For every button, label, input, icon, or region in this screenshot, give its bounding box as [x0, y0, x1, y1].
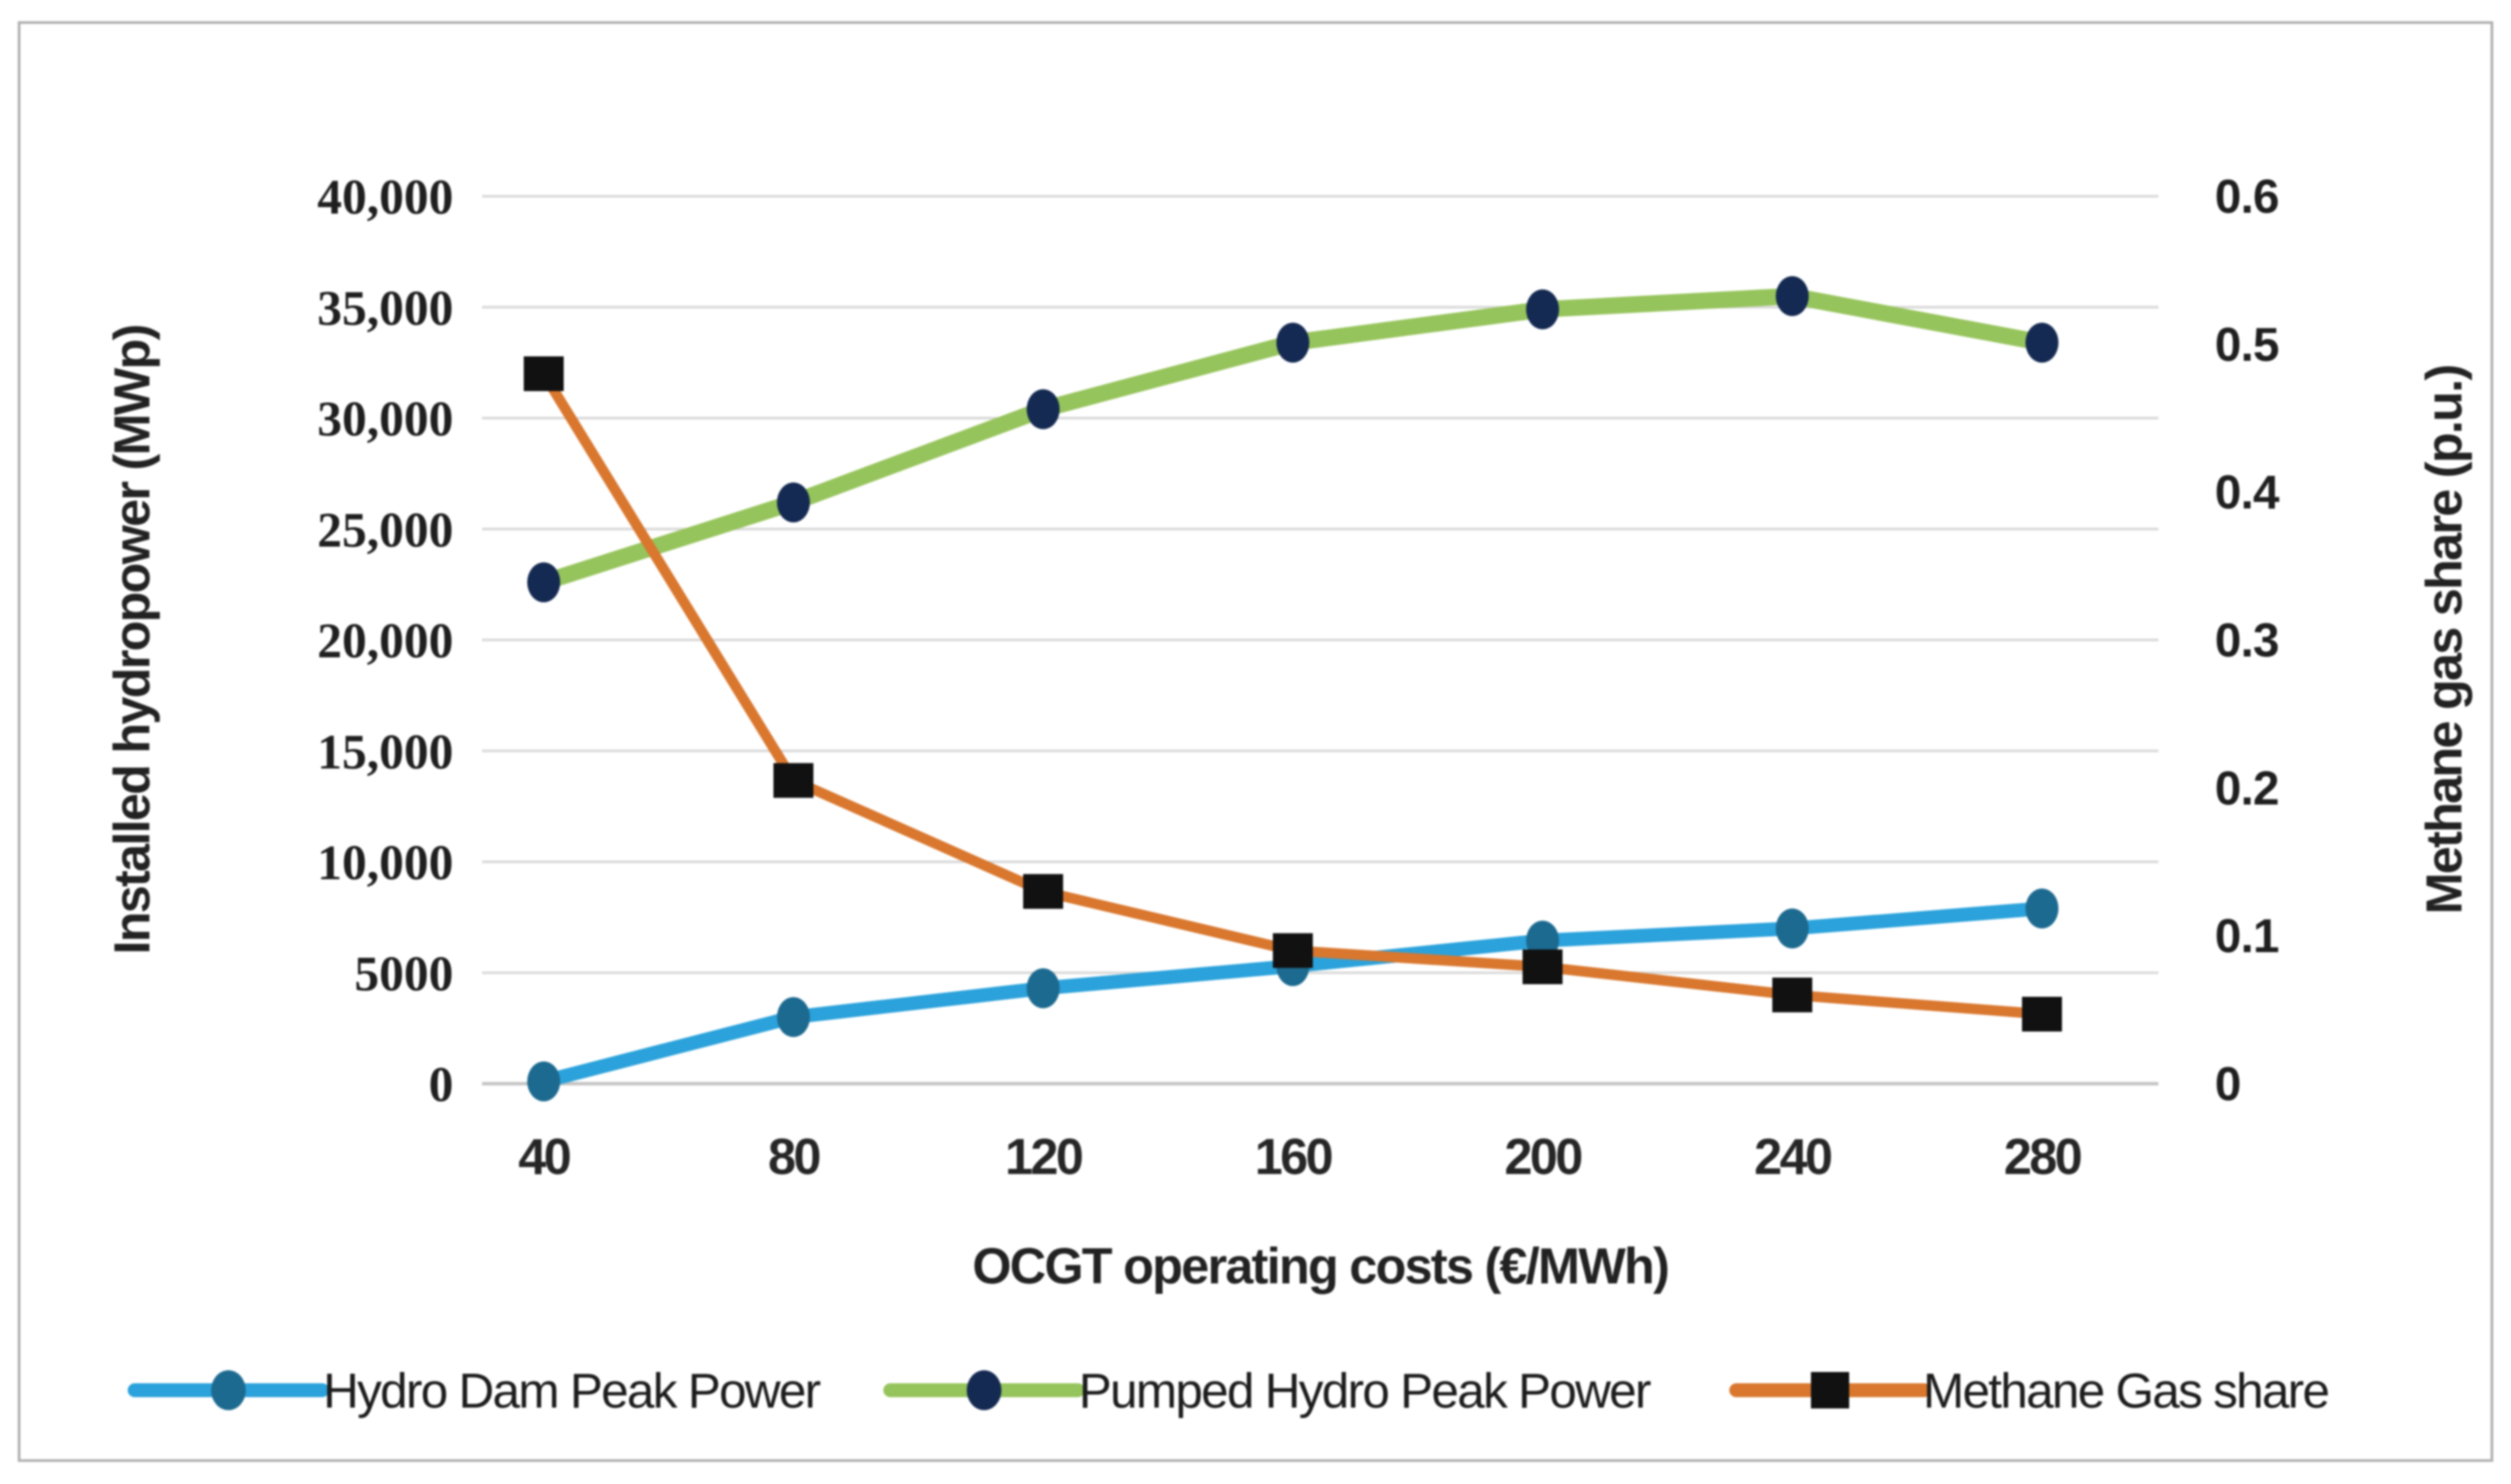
left-axis-tick-label: 10,000	[317, 836, 453, 891]
legend-item-label: Methane Gas share	[1923, 1363, 2329, 1419]
legend-item-hydro-dam-peak-power: Hydro Dam Peak Power	[128, 1363, 823, 1419]
x-axis-tick-label: 80	[768, 1129, 819, 1185]
legend-item-label: Hydro Dam Peak Power	[323, 1363, 821, 1419]
legend: Hydro Dam Peak Power Pumped Hydro Peak Po…	[128, 1363, 2330, 1419]
series-marker-hydro-dam-peak-power	[1775, 908, 1809, 949]
x-axis-tick-label: 160	[1255, 1129, 1332, 1185]
series-marker-methane-gas-share	[1272, 933, 1313, 968]
left-axis-tick-label: 35,000	[317, 281, 453, 336]
series-marker-methane-gas-share	[2022, 996, 2062, 1032]
x-axis-tick-label: 120	[1005, 1129, 1082, 1185]
series-marker-methane-gas-share	[1772, 977, 1813, 1012]
right-axis-tick-label: 0.2	[2215, 761, 2278, 815]
legend-swatch-square-marker	[1811, 1372, 1849, 1408]
right-axis-tick-label: 0.5	[2215, 317, 2279, 371]
series-marker-hydro-dam-peak-power	[527, 1061, 560, 1102]
series-marker-pumped-hydro-peak-power	[776, 482, 810, 523]
series-marker-methane-gas-share	[1523, 949, 1563, 985]
right-axis-tick-label: 0.3	[2215, 613, 2278, 667]
legend-item-label: Pumped Hydro Peak Power	[1079, 1363, 1651, 1419]
series-marker-hydro-dam-peak-power	[2025, 888, 2058, 929]
right-axis-tick-label: 0.1	[2215, 909, 2279, 963]
legend-swatch-circle-marker	[211, 1370, 246, 1410]
legend-item-pumped-hydro-peak-power: Pumped Hydro Peak Power	[883, 1363, 1653, 1419]
series-marker-pumped-hydro-peak-power	[1027, 389, 1060, 430]
gridlines	[482, 195, 2158, 1085]
legend-swatch-circle-marker	[967, 1370, 1001, 1410]
series-marker-pumped-hydro-peak-power	[527, 562, 560, 603]
x-axis-tick-label: 240	[1754, 1129, 1832, 1185]
left-axis-tick-label: 30,000	[317, 392, 453, 447]
x-axis-title: OCGT operating costs (€/MWh)	[972, 1238, 1668, 1295]
x-axis-tick-label: 200	[1504, 1129, 1582, 1185]
right-axis-tick-label: 0.6	[2215, 169, 2278, 223]
series-marker-hydro-dam-peak-power	[1027, 968, 1060, 1009]
left-axis-tick-label: 25,000	[317, 503, 453, 557]
series-marker-methane-gas-share	[773, 762, 814, 798]
tick-labels: 0 5000 10,000 15,000 20,000 25,000 30,000 35,00…	[317, 169, 2281, 1185]
right-axis-tick-label: 0	[2215, 1057, 2241, 1111]
left-axis-tick-label: 0	[429, 1058, 454, 1112]
left-axis-tick-label: 15,000	[317, 725, 453, 780]
series-marker-pumped-hydro-peak-power	[2025, 322, 2058, 363]
series-line-methane-gas-share	[539, 368, 2047, 1019]
right-axis-tick-label: 0.4	[2215, 465, 2280, 519]
x-axis-tick-label: 280	[2004, 1129, 2081, 1185]
left-axis-title: Installed hydropower (MWp)	[104, 326, 161, 955]
left-axis-tick-label: 20,000	[317, 614, 453, 669]
x-axis-tick-label: 40	[519, 1129, 570, 1185]
series-marker-pumped-hydro-peak-power	[1526, 289, 1559, 330]
right-axis-title: Methane gas share (p.u.)	[2416, 366, 2473, 914]
series-layer	[524, 276, 2062, 1102]
series-marker-pumped-hydro-peak-power	[1276, 322, 1310, 363]
figure-border	[17, 21, 2494, 1462]
left-axis-tick-label: 5000	[354, 946, 453, 1001]
series-marker-methane-gas-share	[1023, 874, 1063, 909]
left-axis-tick-label: 40,000	[317, 170, 453, 225]
series-marker-methane-gas-share	[524, 356, 564, 392]
series-marker-hydro-dam-peak-power	[776, 997, 810, 1038]
series-marker-pumped-hydro-peak-power	[1775, 276, 1809, 316]
legend-item-methane-gas-share: Methane Gas share	[1729, 1363, 2330, 1419]
